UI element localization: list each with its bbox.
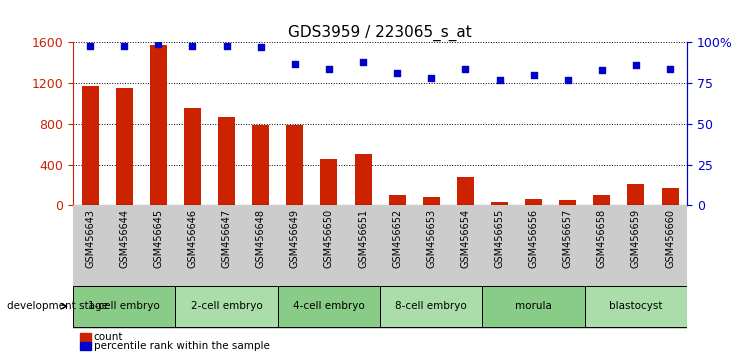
- Text: GSM456648: GSM456648: [256, 209, 266, 268]
- Bar: [278, 285, 380, 327]
- Point: [630, 62, 642, 68]
- Bar: [482, 285, 585, 327]
- Bar: [175, 285, 278, 327]
- Text: GSM456649: GSM456649: [289, 209, 300, 268]
- Text: GSM456653: GSM456653: [426, 209, 436, 268]
- Bar: [585, 285, 687, 327]
- Point: [391, 70, 403, 76]
- Point: [323, 66, 335, 72]
- Bar: [82, 86, 99, 205]
- Title: GDS3959 / 223065_s_at: GDS3959 / 223065_s_at: [288, 25, 472, 41]
- Text: count: count: [94, 332, 123, 342]
- Point: [289, 61, 300, 67]
- Bar: [380, 285, 482, 327]
- Bar: [423, 197, 440, 205]
- Text: 2-cell embryo: 2-cell embryo: [191, 301, 262, 311]
- Bar: [320, 159, 338, 205]
- Text: GSM456645: GSM456645: [154, 209, 164, 268]
- Text: GSM456651: GSM456651: [358, 209, 368, 268]
- Text: GSM456660: GSM456660: [665, 209, 675, 268]
- Point: [562, 77, 574, 83]
- Text: GSM456652: GSM456652: [392, 209, 402, 268]
- Text: GSM456650: GSM456650: [324, 209, 334, 268]
- Text: GSM456658: GSM456658: [596, 209, 607, 268]
- Bar: [559, 200, 576, 205]
- Text: GSM456654: GSM456654: [461, 209, 471, 268]
- Bar: [491, 202, 508, 205]
- Text: percentile rank within the sample: percentile rank within the sample: [94, 341, 270, 351]
- Point: [596, 67, 607, 73]
- Bar: [73, 285, 175, 327]
- Point: [528, 72, 539, 78]
- Bar: [594, 195, 610, 205]
- Bar: [115, 88, 133, 205]
- Bar: [218, 117, 235, 205]
- Bar: [252, 125, 269, 205]
- Bar: [525, 199, 542, 205]
- Bar: [389, 195, 406, 205]
- Bar: [287, 125, 303, 205]
- Text: development stage: development stage: [7, 301, 108, 311]
- Bar: [627, 184, 645, 205]
- Text: 8-cell embryo: 8-cell embryo: [395, 301, 467, 311]
- Point: [460, 66, 471, 72]
- Point: [153, 41, 164, 47]
- Text: 4-cell embryo: 4-cell embryo: [293, 301, 365, 311]
- Point: [664, 66, 676, 72]
- Text: 1-cell embryo: 1-cell embryo: [88, 301, 160, 311]
- Bar: [184, 108, 201, 205]
- Point: [221, 43, 232, 48]
- Text: GSM456656: GSM456656: [529, 209, 539, 268]
- Point: [84, 43, 96, 48]
- Point: [425, 75, 437, 81]
- Bar: [662, 188, 678, 205]
- Text: GSM456643: GSM456643: [85, 209, 95, 268]
- Bar: [355, 154, 371, 205]
- Text: blastocyst: blastocyst: [609, 301, 663, 311]
- Bar: [457, 177, 474, 205]
- Text: GSM456655: GSM456655: [494, 209, 504, 268]
- Bar: [150, 45, 167, 205]
- Point: [186, 43, 198, 48]
- Point: [118, 43, 130, 48]
- Text: GSM456646: GSM456646: [187, 209, 197, 268]
- Text: GSM456659: GSM456659: [631, 209, 641, 268]
- Point: [493, 77, 505, 83]
- Point: [357, 59, 369, 65]
- Text: GSM456644: GSM456644: [119, 209, 129, 268]
- Text: GSM456647: GSM456647: [221, 209, 232, 268]
- Text: morula: morula: [515, 301, 552, 311]
- Point: [255, 45, 267, 50]
- Text: GSM456657: GSM456657: [563, 209, 573, 268]
